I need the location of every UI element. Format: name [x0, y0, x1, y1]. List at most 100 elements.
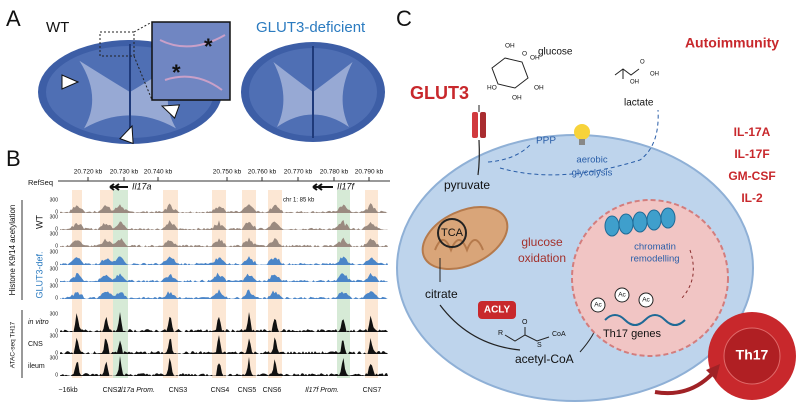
- transporter: [480, 112, 486, 138]
- atac-label: ATAC-seq TH17: [10, 321, 17, 368]
- region-label: −16kb: [58, 387, 77, 394]
- track-signal: [60, 272, 388, 282]
- gene-name: Il17f: [337, 181, 356, 191]
- arrow-head: [706, 364, 720, 380]
- atac-track-label: CNS: [28, 341, 43, 348]
- flux-arrow: [439, 304, 521, 351]
- autoimmunity: Autoimmunity: [685, 35, 779, 51]
- track-signal: [60, 237, 388, 247]
- oxidation-label: oxidation: [518, 251, 566, 265]
- track-tick: 300: [50, 249, 59, 255]
- track-tick: 300: [50, 355, 59, 361]
- glucose-group: HO: [487, 85, 497, 92]
- scale-label: chr 1: 85 kb: [283, 198, 315, 204]
- atac-track-label: in vitro: [28, 319, 49, 326]
- coord-label: 20.730 kb: [110, 169, 139, 176]
- glucose-group: OH: [530, 55, 540, 62]
- track-tick: 300: [50, 214, 59, 220]
- flux-arrow: [477, 139, 480, 176]
- track-tick: 300: [50, 311, 59, 317]
- tca-cycle: [437, 218, 467, 248]
- track-signal: [60, 289, 388, 299]
- pyruvate-label: pyruvate: [444, 178, 490, 192]
- dna: [604, 314, 686, 326]
- track-tick: 0: [55, 209, 58, 215]
- glucose-group: O: [522, 51, 527, 58]
- region-label: CNS4: [211, 387, 230, 394]
- cytokine-label: GM-CSF: [728, 169, 775, 183]
- transporter: [472, 112, 478, 138]
- asterisk: *: [172, 60, 181, 85]
- glut3-track-label: GLUT3-def.: [34, 251, 44, 298]
- gene-arrow: [312, 183, 333, 191]
- lactate-group: OH: [630, 80, 639, 86]
- nucleus: [571, 199, 729, 357]
- acetyl-group: R: [498, 330, 503, 337]
- asterisk: *: [204, 34, 213, 59]
- acetyl-mark: [638, 292, 654, 308]
- differentiation-arrow: [654, 370, 716, 396]
- ac-label: Ac: [594, 302, 602, 309]
- track-tick: 0: [55, 278, 58, 284]
- oxidation-label: glucose: [521, 235, 563, 249]
- ppp-label: PPP: [536, 136, 556, 147]
- chromatin-label: remodelling: [630, 254, 679, 265]
- track-tick: 300: [50, 197, 59, 203]
- wt-track-label: WT: [34, 215, 44, 229]
- nucleosome: [660, 207, 676, 229]
- glycolysis-label: glycolysis: [572, 168, 613, 179]
- citrate-label: citrate: [425, 287, 458, 301]
- wt-title: WT: [46, 19, 69, 36]
- cytokine-label: IL-17F: [734, 147, 769, 161]
- coord-label: 20.790 kb: [355, 169, 384, 176]
- glucose-group: OH: [534, 85, 544, 92]
- glut3-label: GLUT3: [410, 83, 469, 103]
- cristae: [434, 239, 484, 253]
- cytokine-label: IL-17A: [734, 125, 771, 139]
- coord-label: 20.780 kb: [320, 169, 349, 176]
- acetyl-mark: [614, 287, 630, 303]
- region-label: CNS7: [363, 387, 382, 394]
- panel-label: B: [6, 146, 21, 171]
- th17-genes-label: Th17 genes: [603, 328, 662, 340]
- ac-label: Ac: [618, 292, 626, 299]
- region-label: CNS3: [169, 387, 188, 394]
- nucleosome: [632, 211, 648, 233]
- arrowhead: [119, 124, 134, 145]
- coord-label: 20.770 kb: [284, 169, 313, 176]
- tca-label: TCA: [441, 227, 464, 239]
- panel-label: C: [396, 6, 412, 31]
- nucleosome: [646, 209, 662, 231]
- cytokine-label: IL-2: [741, 191, 763, 205]
- glucose-label: glucose: [538, 47, 573, 58]
- chromatin-label: chromatin: [634, 242, 676, 253]
- acetyl-structure: [504, 327, 550, 342]
- bulb-base: [579, 139, 585, 145]
- track-tick: 0: [55, 350, 58, 356]
- lactate-group: O: [640, 60, 645, 66]
- glut3-title: GLUT3-deficient: [256, 19, 366, 36]
- region-label: Il17f Prom.: [305, 387, 339, 394]
- glucose-group: OH: [512, 95, 522, 102]
- arrowhead: [160, 104, 181, 119]
- acetyl-mark: [590, 297, 606, 313]
- atac-track-label: ileum: [28, 363, 45, 370]
- coord-label: 20.720 kb: [74, 169, 103, 176]
- track-signal: [60, 356, 388, 376]
- dashed-arrow: [679, 249, 694, 301]
- acetyl-group: S: [537, 342, 542, 349]
- panel-label: A: [6, 6, 21, 31]
- dashed-arrow: [499, 109, 659, 176]
- track-tick: 0: [55, 226, 58, 232]
- acetyl-coa-label: acetyl-CoA: [515, 352, 574, 366]
- track-tick: 0: [55, 261, 58, 267]
- track-tick: 0: [55, 243, 58, 249]
- track-tick: 300: [50, 333, 59, 339]
- dashed-arrow: [487, 144, 531, 163]
- region-label: CNS6: [263, 387, 282, 394]
- th17-label: Th17: [736, 347, 769, 363]
- lactate-label: lactate: [624, 98, 654, 109]
- track-tick: 300: [50, 283, 59, 289]
- track-tick: 0: [55, 372, 58, 378]
